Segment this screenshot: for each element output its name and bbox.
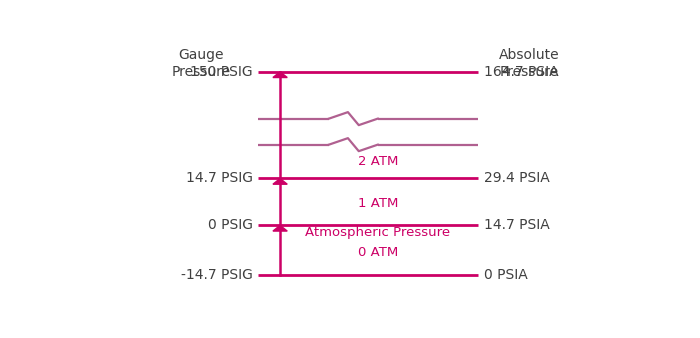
Text: 0 ATM: 0 ATM	[358, 246, 398, 259]
Text: Absolute
Pressure: Absolute Pressure	[499, 48, 560, 78]
Text: 2 ATM: 2 ATM	[358, 155, 398, 168]
Text: 1 ATM: 1 ATM	[358, 197, 398, 210]
Text: 14.7 PSIA: 14.7 PSIA	[484, 218, 550, 232]
Polygon shape	[273, 225, 287, 231]
Text: Gauge
Pressure: Gauge Pressure	[172, 48, 231, 78]
Polygon shape	[273, 178, 287, 184]
Text: Atmospheric Pressure: Atmospheric Pressure	[305, 226, 450, 239]
Text: 150 PSIG: 150 PSIG	[190, 65, 253, 79]
Text: 29.4 PSIA: 29.4 PSIA	[484, 171, 550, 186]
Text: 164.7 PSIA: 164.7 PSIA	[484, 65, 558, 79]
Text: 0 PSIA: 0 PSIA	[484, 268, 527, 282]
Polygon shape	[273, 72, 287, 77]
Text: 14.7 PSIG: 14.7 PSIG	[186, 171, 253, 186]
Text: 0 PSIG: 0 PSIG	[208, 218, 253, 232]
Text: -14.7 PSIG: -14.7 PSIG	[181, 268, 253, 282]
